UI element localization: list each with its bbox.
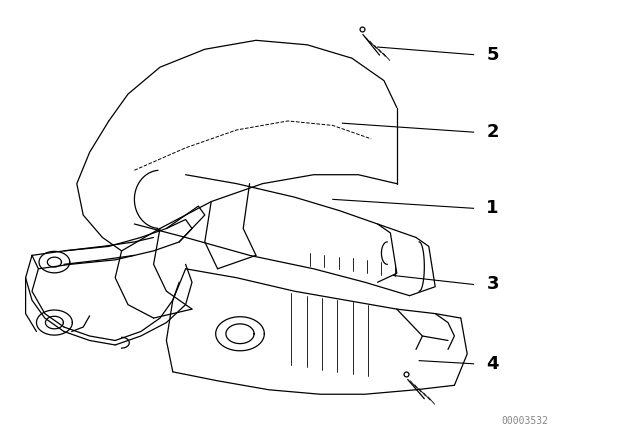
Text: 4: 4 (486, 355, 499, 373)
Text: 1: 1 (486, 199, 499, 217)
Text: 5: 5 (486, 46, 499, 64)
Text: 00003532: 00003532 (501, 416, 548, 426)
Text: 2: 2 (486, 123, 499, 141)
Text: 3: 3 (486, 276, 499, 293)
